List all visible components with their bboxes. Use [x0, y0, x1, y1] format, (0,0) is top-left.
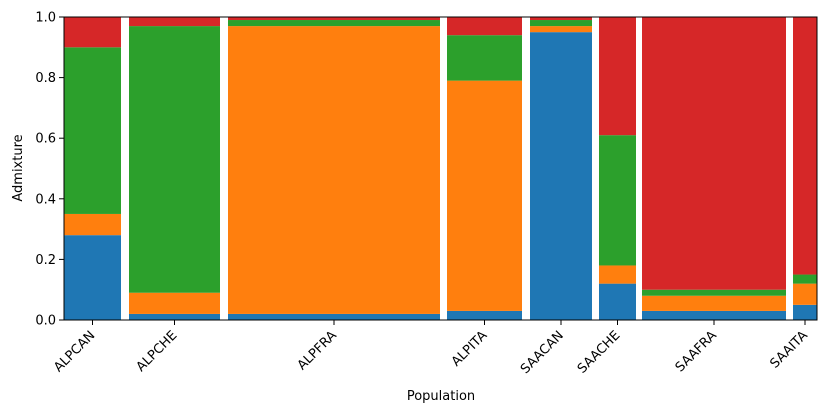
population-block-alpcan [64, 17, 121, 320]
bar-segment-alpcan-red [64, 17, 121, 48]
bar-segment-saaita-red [793, 17, 817, 275]
y-tick-label: 0.2 [35, 253, 56, 268]
bar-segment-alpfra-orange [228, 26, 440, 314]
bar-segment-saaita-green [793, 274, 817, 284]
bar-segment-saaita-blue [793, 304, 817, 320]
population-block-alpfra [228, 17, 440, 320]
bar-segment-saache-green [599, 135, 636, 266]
bar-segment-alpfra-blue [228, 313, 440, 320]
bar-segment-alpcan-green [64, 47, 121, 214]
x-tick-label-saache: SAACHE [575, 328, 623, 376]
bar-segment-saafra-orange [642, 295, 786, 311]
bar-segment-alpcan-orange [64, 213, 121, 236]
y-tick-label: 0.8 [35, 71, 56, 86]
x-tick-label-saaita: SAAITA [767, 328, 810, 371]
y-tick-label: 1.0 [35, 11, 56, 26]
x-tick-label-alpita: ALPITA [449, 328, 491, 370]
bar-segment-saache-red [599, 17, 636, 136]
bar-segment-alpfra-green [228, 20, 440, 27]
bar-segment-saache-orange [599, 265, 636, 284]
bar-segment-saacan-blue [530, 32, 592, 320]
bar-segment-alpche-blue [129, 313, 220, 320]
population-block-alpita [447, 17, 522, 320]
y-axis-label: Admixture [11, 134, 26, 201]
x-tick-label-saacan: SAACAN [518, 328, 567, 377]
population-block-saacan [530, 17, 592, 320]
bar-segment-saacan-orange [530, 26, 592, 33]
y-tick-label: 0.0 [35, 314, 56, 329]
bar-segment-alpfra-red [228, 17, 440, 21]
x-tick-label-alpche: ALPCHE [134, 328, 181, 375]
bar-segment-alpche-green [129, 26, 220, 293]
bar-segment-saaita-orange [793, 283, 817, 305]
bar-segment-alpita-red [447, 17, 522, 36]
population-block-alpche [129, 17, 220, 320]
bar-segment-alpcan-blue [64, 235, 121, 320]
population-block-saache [599, 17, 636, 320]
y-tick-label: 0.6 [35, 132, 56, 147]
bar-segment-alpita-blue [447, 310, 522, 320]
x-tick-label-alpfra: ALPFRA [295, 328, 340, 373]
population-block-saaita [793, 17, 817, 320]
population-block-saafra [642, 17, 786, 320]
bar-segment-saacan-green [530, 20, 592, 27]
bar-segment-alpita-orange [447, 80, 522, 311]
bar-segment-saafra-green [642, 289, 786, 296]
bar-segment-alpche-orange [129, 292, 220, 314]
bar-segment-saafra-red [642, 17, 786, 290]
bar-segment-saacan-red [530, 17, 592, 21]
x-axis-label: Population [407, 389, 475, 404]
x-tick-label-saafra: SAAFRA [673, 328, 720, 375]
bar-segment-saache-blue [599, 283, 636, 320]
x-axis: ALPCAN ALPCHE ALPFRA ALPITA SAACAN SAACHE SAAF… [51, 320, 811, 377]
x-tick-label-alpcan: ALPCAN [51, 328, 98, 375]
y-axis: 0.0 0.2 0.4 0.6 0.8 1.0 [35, 11, 64, 329]
plot-frame [63, 16, 818, 321]
y-tick-label: 0.4 [35, 192, 56, 207]
bar-segment-alpita-green [447, 35, 522, 81]
bar-segment-saafra-blue [642, 310, 786, 320]
bars-layer [64, 17, 817, 320]
bar-segment-alpche-red [129, 17, 220, 27]
